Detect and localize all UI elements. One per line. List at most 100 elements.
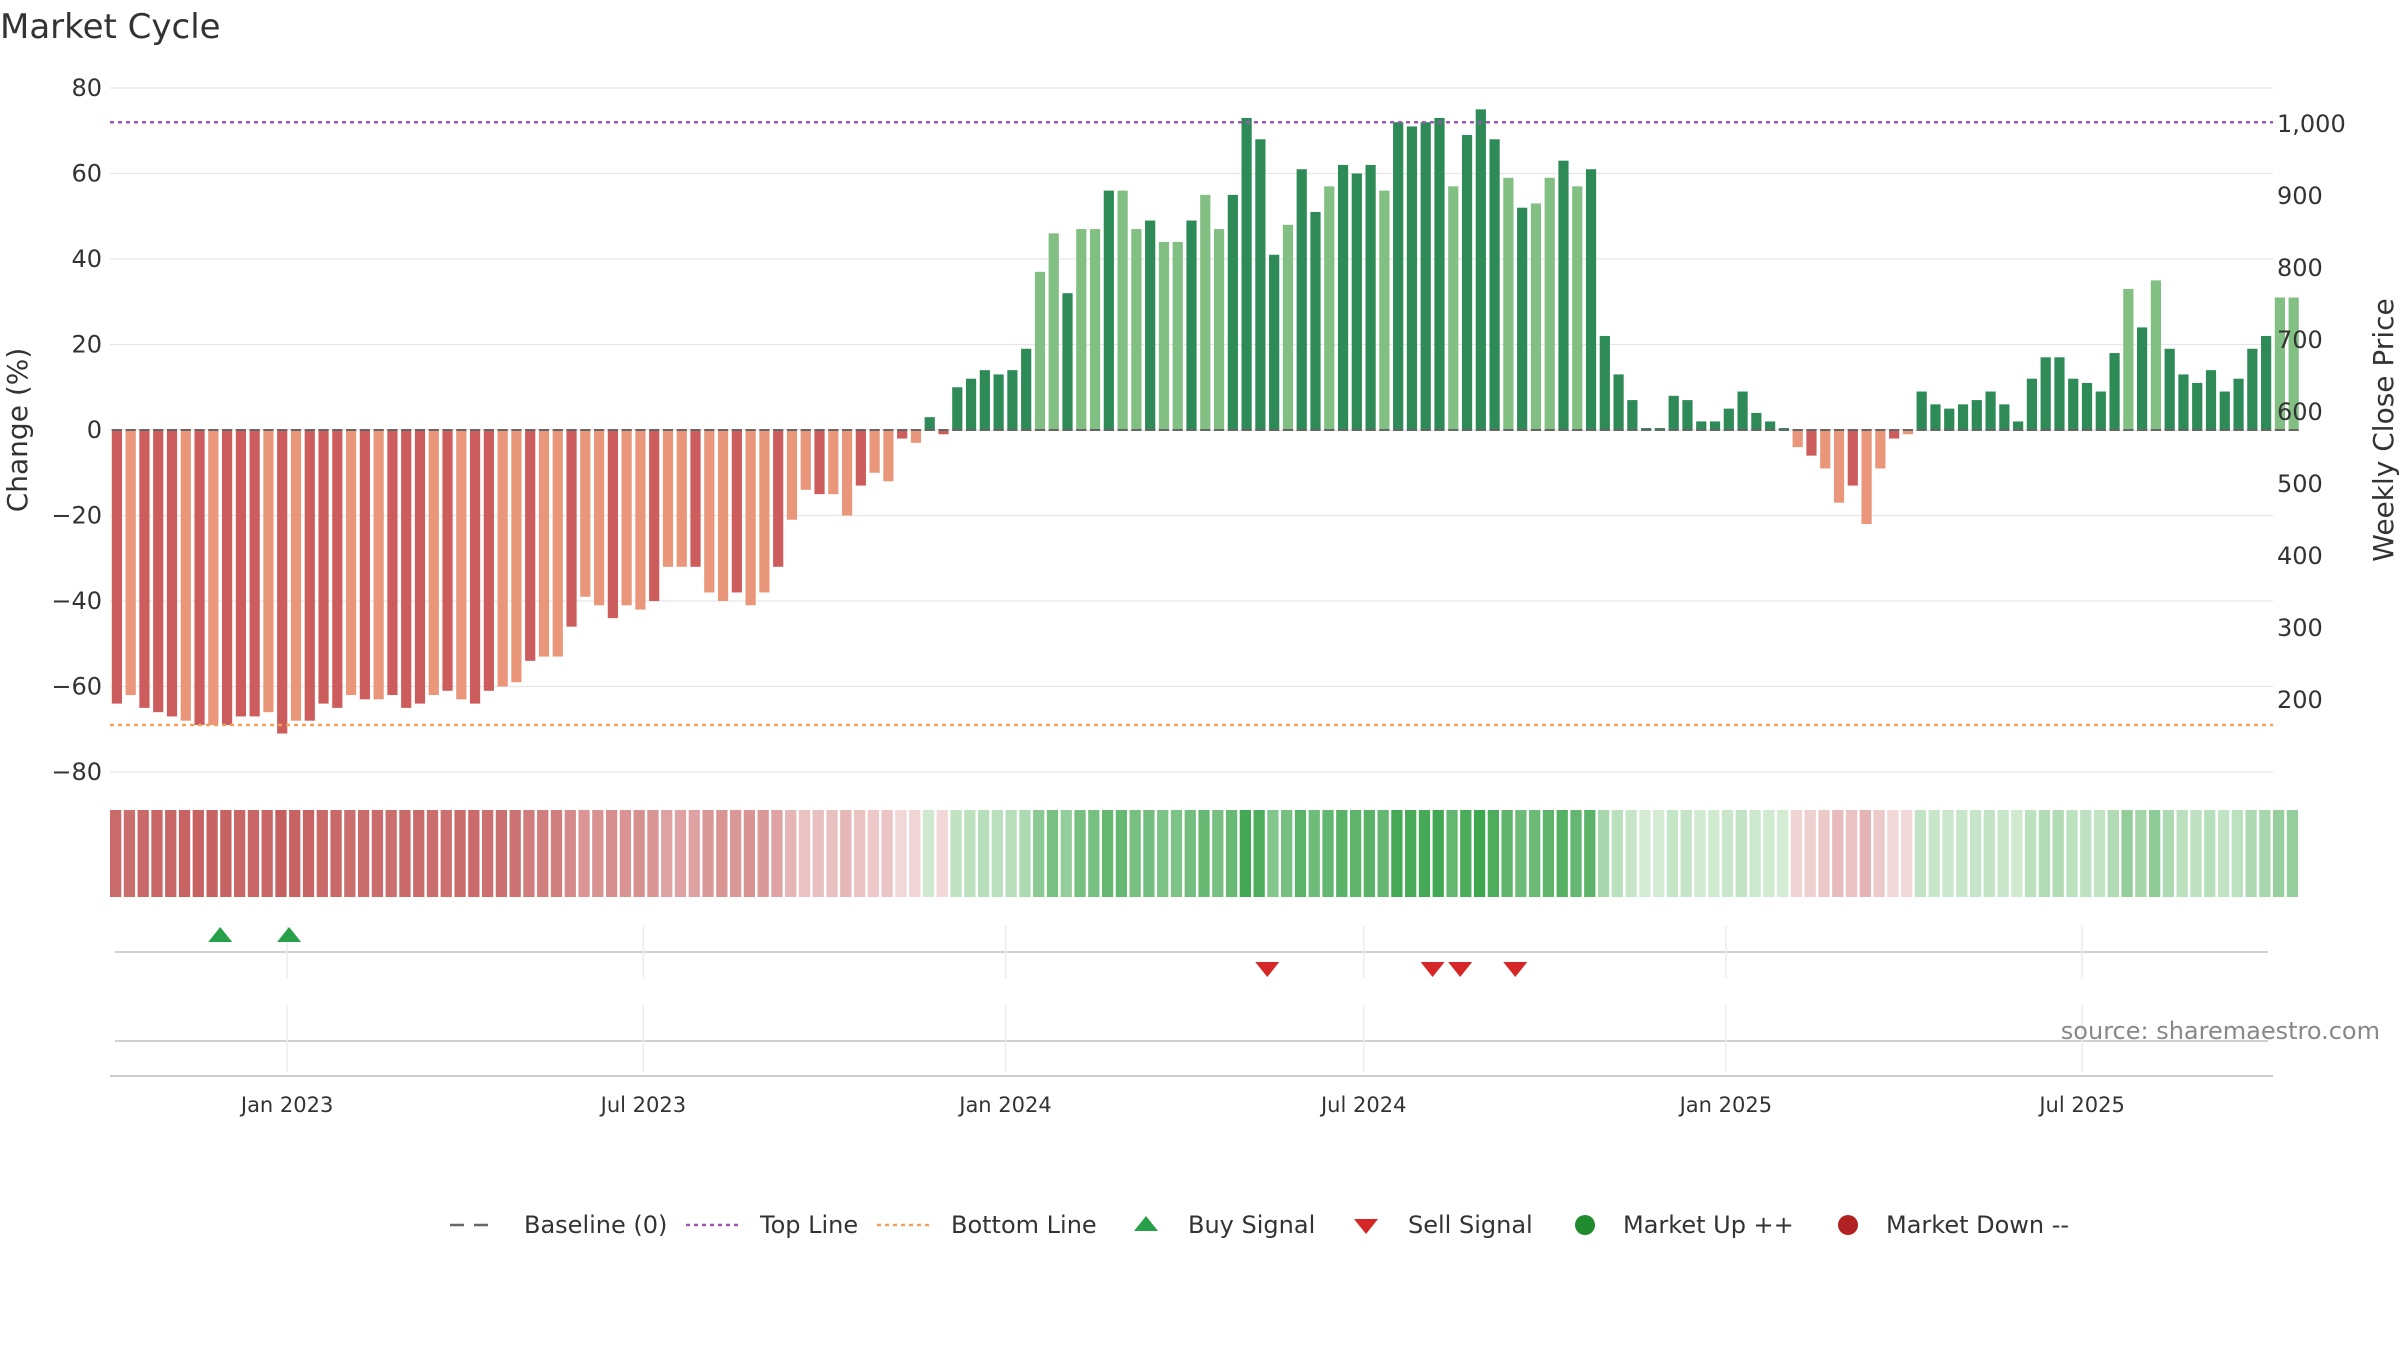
heatmap-cell <box>661 810 673 897</box>
heatmap-cell <box>509 810 521 897</box>
heatmap-cell <box>1418 810 1431 897</box>
heatmap-strip <box>110 810 2299 897</box>
bar <box>1448 186 1459 430</box>
heatmap-cell <box>578 810 590 897</box>
heatmap-cell <box>964 810 976 897</box>
legend-symbol <box>1575 1215 1595 1235</box>
bar <box>649 430 660 601</box>
bar <box>1103 190 1114 430</box>
legend-label: Baseline (0) <box>524 1211 667 1239</box>
heatmap-cell <box>2121 810 2133 897</box>
heatmap-cell <box>550 810 563 897</box>
heatmap-cell <box>729 810 742 897</box>
signal-panel <box>110 926 2273 1077</box>
bar <box>662 430 674 567</box>
bar <box>2233 378 2244 430</box>
heatmap-cell <box>1157 810 1169 897</box>
heatmap-cell <box>977 810 990 897</box>
heatmap-cell <box>110 810 122 897</box>
bar <box>607 430 618 619</box>
bar <box>717 430 729 601</box>
bar <box>111 430 122 704</box>
heatmap-cell <box>936 810 948 897</box>
heatmap-cell <box>1501 810 1513 897</box>
heatmap-cell <box>1749 810 1761 897</box>
heatmap-cell <box>440 810 452 897</box>
heatmap-cell <box>1322 810 1334 897</box>
heatmap-cell <box>1942 810 1954 897</box>
bar <box>621 430 632 606</box>
bar <box>1131 229 1142 430</box>
heatmap-cell <box>1735 810 1747 897</box>
heatmap-cell <box>1019 810 1031 897</box>
right-axis-ticks: 1,000 900 800 700 600 500 400 300 200 <box>2277 110 2346 714</box>
bar <box>690 430 701 567</box>
bar <box>2150 280 2161 430</box>
bar <box>938 430 949 435</box>
heatmap-cell <box>399 810 411 897</box>
left-tick-label: 80 <box>71 74 102 102</box>
heatmap-cell <box>2011 810 2023 897</box>
bar <box>442 430 453 691</box>
heatmap-cell <box>716 810 728 897</box>
heatmap-cell <box>2190 810 2202 897</box>
heatmap-cell <box>165 810 177 897</box>
heatmap-cell <box>757 810 769 897</box>
bar <box>1282 224 1294 430</box>
right-tick-label: 600 <box>2277 398 2323 426</box>
bar <box>125 430 136 696</box>
bar <box>469 430 481 704</box>
bar <box>1351 173 1362 430</box>
bar <box>1034 271 1046 430</box>
bar <box>359 430 370 700</box>
bar <box>1682 400 1693 430</box>
date-tick-label: Jul 2023 <box>599 1093 686 1117</box>
bar <box>1324 186 1335 430</box>
bar <box>1889 430 1900 439</box>
bar <box>897 430 908 439</box>
heatmap-cell <box>1225 810 1238 897</box>
sell-signal-marker <box>1420 962 1445 977</box>
legend-symbol <box>1354 1219 1378 1234</box>
bar <box>208 430 219 725</box>
heatmap-cell <box>1115 810 1128 897</box>
bar <box>1269 254 1280 430</box>
legend-item: Baseline (0) <box>450 1211 667 1239</box>
bar <box>1985 391 1996 430</box>
legend-label: Market Up ++ <box>1623 1211 1794 1239</box>
bar <box>731 430 742 593</box>
bar <box>580 430 591 597</box>
legend-symbol <box>1134 1216 1158 1231</box>
heatmap-cell <box>2093 810 2106 897</box>
bar <box>1627 400 1638 430</box>
heatmap-cell <box>2217 810 2230 897</box>
bar <box>332 430 343 708</box>
heatmap-cell <box>564 810 576 897</box>
bar <box>883 430 894 482</box>
heatmap-cell <box>991 810 1004 897</box>
bar <box>1999 404 2010 430</box>
bar <box>304 430 315 721</box>
bar <box>194 430 205 725</box>
bar <box>1393 122 1404 430</box>
heatmap-cell <box>1777 810 1789 897</box>
bar <box>552 430 563 657</box>
heatmap-cell <box>233 810 246 897</box>
heatmap-cell <box>1997 810 2009 897</box>
buy-signal-marker <box>277 927 302 942</box>
heatmap-cell <box>1859 810 1871 897</box>
bar <box>635 430 646 610</box>
heatmap-cell <box>1928 810 1940 897</box>
bar <box>1737 391 1748 430</box>
bar <box>828 430 839 495</box>
heatmap-cell <box>137 810 149 897</box>
bar <box>222 430 233 725</box>
bar <box>1310 211 1321 430</box>
heatmap-cell <box>1901 810 1913 897</box>
heatmap-cell <box>220 810 232 897</box>
legend-item: Market Up ++ <box>1575 1211 1794 1239</box>
right-tick-label: 900 <box>2277 182 2323 210</box>
heatmap-cell <box>1542 810 1555 897</box>
bar <box>1048 233 1059 430</box>
